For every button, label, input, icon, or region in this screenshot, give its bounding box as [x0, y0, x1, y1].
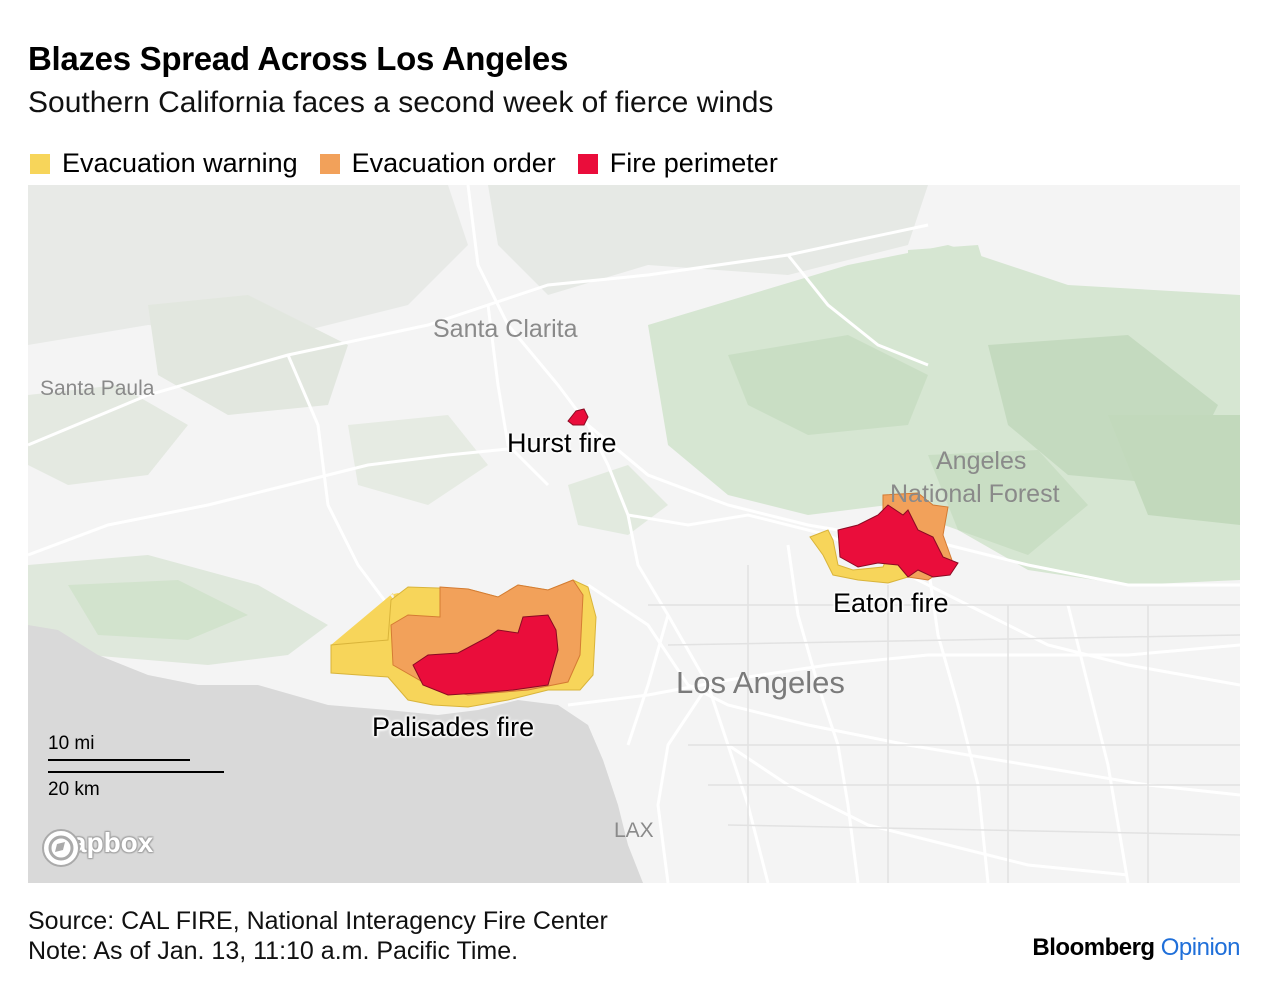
label-eaton-fire: Eaton fire	[833, 588, 949, 618]
map[interactable]: Santa Clarita Santa Paula Angeles Nation…	[28, 185, 1240, 883]
evacuation-warning-swatch	[30, 153, 50, 174]
legend-item-evacuation-warning: Evacuation warning	[30, 148, 298, 179]
map-canvas	[28, 185, 1240, 883]
legend-item-fire-perimeter: Fire perimeter	[577, 148, 778, 179]
hurst-fire-perimeter	[567, 408, 589, 426]
brand-main: Bloomberg	[1032, 934, 1155, 961]
mapbox-logo[interactable]: mapbox	[40, 827, 153, 867]
label-santa-paula: Santa Paula	[40, 377, 155, 400]
evacuation-order-swatch	[319, 153, 340, 174]
chart-title: Blazes Spread Across Los Angeles	[28, 40, 568, 77]
fire-perimeter-swatch	[577, 153, 598, 174]
minor-roads	[648, 565, 1240, 883]
label-angeles: Angeles	[936, 447, 1027, 475]
label-national-forest: National Forest	[890, 480, 1060, 508]
label-los-angeles: Los Angeles	[676, 665, 845, 700]
time-note: Note: As of Jan. 13, 11:10 a.m. Pacific …	[28, 937, 519, 965]
legend-label: Evacuation order	[351, 148, 556, 178]
label-lax: LAX	[614, 819, 654, 842]
chart-subtitle: Southern California faces a second week …	[28, 86, 774, 119]
source-note: Source: CAL FIRE, National Interagency F…	[28, 907, 608, 935]
label-hurst-fire: Hurst fire	[507, 428, 617, 458]
palisades-fire-zones	[330, 579, 597, 708]
ocean	[28, 625, 643, 883]
legend: Evacuation warning Evacuation order Fire…	[30, 148, 800, 179]
brand-accent: Opinion	[1160, 934, 1241, 961]
bloomberg-opinion-logo: Bloomberg Opinion	[1032, 934, 1240, 962]
label-palisades-fire: Palisades fire	[372, 712, 535, 742]
legend-label: Fire perimeter	[609, 148, 778, 178]
scale-km-bar	[48, 771, 224, 773]
mapbox-icon	[42, 829, 80, 867]
eaton-fire-zones	[809, 492, 959, 584]
roads	[28, 185, 1240, 883]
label-santa-clarita: Santa Clarita	[433, 315, 578, 343]
legend-label: Evacuation warning	[62, 148, 298, 178]
scale-miles-bar	[48, 759, 190, 761]
scale-km-label: 20 km	[48, 779, 100, 800]
legend-item-evacuation-order: Evacuation order	[319, 148, 556, 179]
scale-miles-label: 10 mi	[48, 733, 95, 754]
